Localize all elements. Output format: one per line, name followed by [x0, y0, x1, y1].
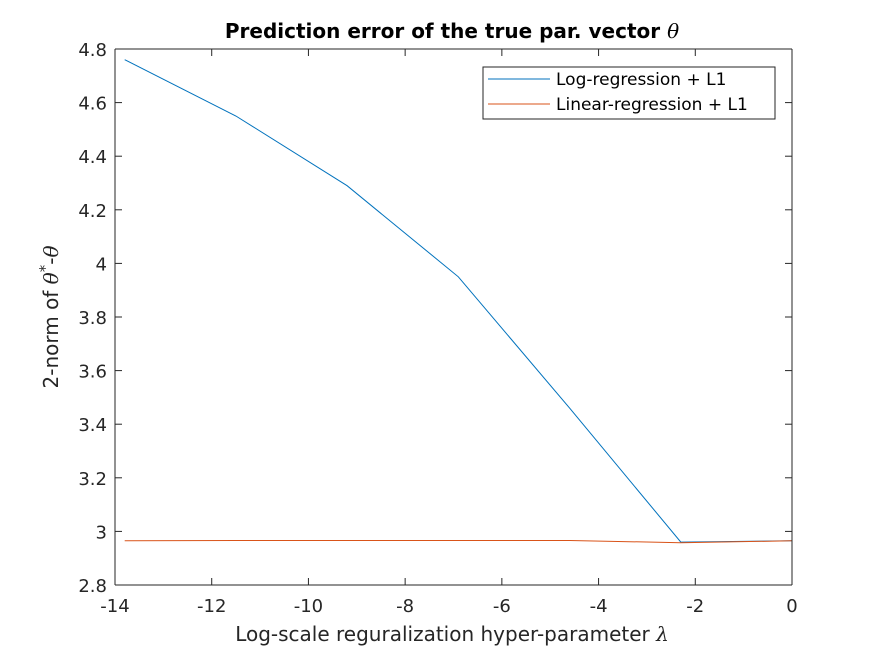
y-tick-label: 4: [96, 254, 107, 275]
y-tick-label: 4.6: [78, 94, 107, 115]
chart-title: Prediction error of the true par. vector…: [225, 19, 679, 43]
x-tick-label: -4: [590, 596, 608, 617]
y-tick-label: 3.4: [78, 415, 107, 436]
y-tick-label: 4.2: [78, 201, 107, 222]
legend-box: [482, 66, 776, 120]
y-tick-label: 3.8: [78, 308, 107, 329]
x-tick-label: -8: [396, 596, 414, 617]
series-line-1: [124, 540, 793, 544]
y-tick-label: 3.6: [78, 362, 107, 383]
x-tick-label: -10: [294, 596, 323, 617]
x-tick-label: -6: [493, 596, 511, 617]
y-tick-label: 3: [96, 522, 107, 543]
x-tick-label: -12: [197, 596, 226, 617]
y-tick-label: 4.4: [78, 147, 107, 168]
ticks: -14 -12 -10 -8 -6 -4 -2 0 2.8 3 3.2 3.4 3.6 3.8 4 4.2 4.…: [78, 40, 797, 617]
series-layer: [124, 59, 793, 544]
y-tick-label: 4.8: [78, 40, 107, 61]
plot-area: [115, 49, 792, 585]
y-axis-label: 2-norm of θ*-θ: [36, 245, 63, 388]
y-tick-label: 2.8: [78, 576, 107, 597]
x-tick-label: -14: [100, 596, 129, 617]
legend: Log-regression + L1 Linear-regression + …: [482, 66, 776, 120]
x-tick-label: -2: [686, 596, 704, 617]
x-axis-label: Log-scale reguralization hyper-parameter…: [235, 622, 669, 646]
x-tick-label: 0: [786, 596, 797, 617]
series-line-0: [124, 59, 793, 543]
y-tick-label: 3.2: [78, 469, 107, 490]
legend-entry-log-regression: Log-regression + L1: [556, 70, 726, 90]
legend-entry-linear-regression: Linear-regression + L1: [556, 95, 748, 115]
